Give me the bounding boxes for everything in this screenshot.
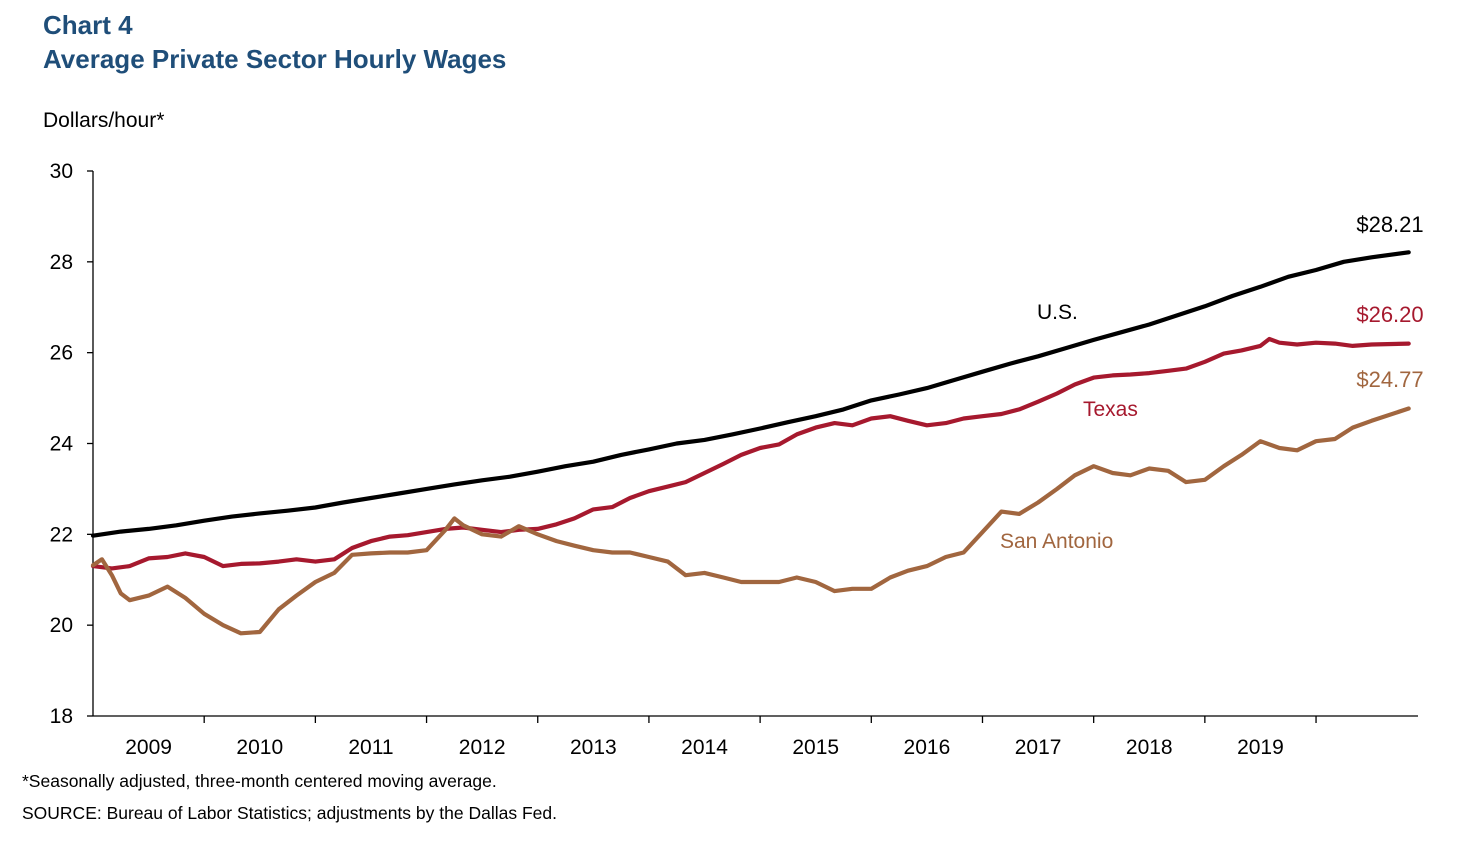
chart-title: Average Private Sector Hourly Wages: [43, 44, 507, 74]
y-tick-label: 22: [50, 523, 73, 546]
chart-label: Chart 4: [43, 10, 133, 40]
series-label: San Antonio: [1000, 530, 1113, 553]
series-label: U.S.: [1037, 301, 1078, 324]
y-tick-label: 24: [50, 433, 74, 456]
series-line-texas: [90, 336, 1411, 571]
x-tick-label: 2016: [904, 736, 951, 759]
series-label: Texas: [1083, 398, 1138, 421]
y-tick-label: 30: [50, 160, 73, 183]
x-tick-label: 2015: [792, 736, 839, 759]
x-tick-label: 2009: [125, 736, 172, 759]
source-note: SOURCE: Bureau of Labor Statistics; adju…: [22, 803, 557, 823]
y-tick-label: 28: [50, 251, 73, 274]
y-axis-label: Dollars/hour*: [43, 109, 165, 132]
end-value-label: $28.21: [1356, 212, 1423, 237]
y-tick-label: 26: [50, 342, 73, 365]
y-tick-label: 18: [50, 705, 73, 728]
series-line-u-s: [90, 250, 1411, 538]
footnote: *Seasonally adjusted, three-month center…: [22, 771, 497, 791]
x-tick-label: 2011: [348, 736, 393, 759]
x-tick-label: 2017: [1015, 736, 1062, 759]
end-value-label: $26.20: [1356, 302, 1423, 327]
x-tick-label: 2010: [236, 736, 283, 759]
series-line-san-antonio: [90, 406, 1411, 636]
x-tick-label: 2012: [459, 736, 506, 759]
end-value-label: $24.77: [1356, 367, 1423, 392]
x-tick-label: 2013: [570, 736, 617, 759]
x-tick-label: 2014: [681, 736, 728, 759]
y-tick-label: 20: [50, 614, 73, 637]
x-tick-label: 2019: [1237, 736, 1284, 759]
x-tick-label: 2018: [1126, 736, 1173, 759]
